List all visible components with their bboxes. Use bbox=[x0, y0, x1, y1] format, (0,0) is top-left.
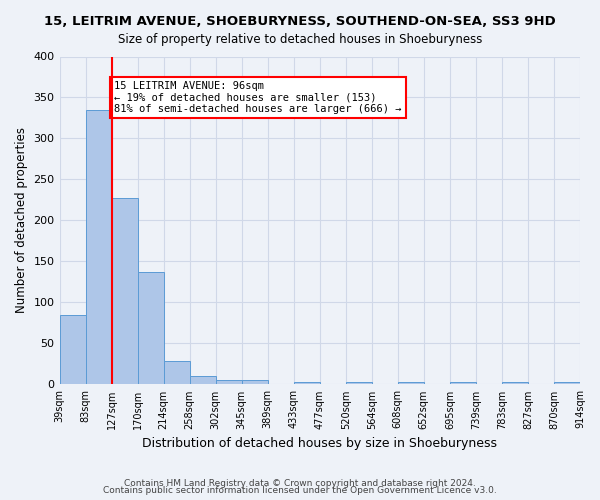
Bar bbox=[190, 376, 215, 384]
Bar bbox=[164, 362, 190, 384]
Text: 15 LEITRIM AVENUE: 96sqm
← 19% of detached houses are smaller (153)
81% of semi-: 15 LEITRIM AVENUE: 96sqm ← 19% of detach… bbox=[114, 81, 401, 114]
Text: Size of property relative to detached houses in Shoeburyness: Size of property relative to detached ho… bbox=[118, 32, 482, 46]
Bar bbox=[450, 382, 476, 384]
Bar bbox=[215, 380, 242, 384]
Y-axis label: Number of detached properties: Number of detached properties bbox=[15, 128, 28, 314]
Bar bbox=[554, 382, 580, 384]
Bar bbox=[137, 272, 164, 384]
Bar bbox=[502, 382, 528, 384]
Bar bbox=[59, 314, 86, 384]
Text: Contains HM Land Registry data © Crown copyright and database right 2024.: Contains HM Land Registry data © Crown c… bbox=[124, 478, 476, 488]
Text: 15, LEITRIM AVENUE, SHOEBURYNESS, SOUTHEND-ON-SEA, SS3 9HD: 15, LEITRIM AVENUE, SHOEBURYNESS, SOUTHE… bbox=[44, 15, 556, 28]
Bar bbox=[294, 382, 320, 384]
Bar bbox=[398, 382, 424, 384]
X-axis label: Distribution of detached houses by size in Shoeburyness: Distribution of detached houses by size … bbox=[142, 437, 497, 450]
Bar bbox=[86, 110, 112, 384]
Text: Contains public sector information licensed under the Open Government Licence v3: Contains public sector information licen… bbox=[103, 486, 497, 495]
Bar bbox=[112, 198, 137, 384]
Bar bbox=[346, 382, 372, 384]
Bar bbox=[242, 380, 268, 384]
